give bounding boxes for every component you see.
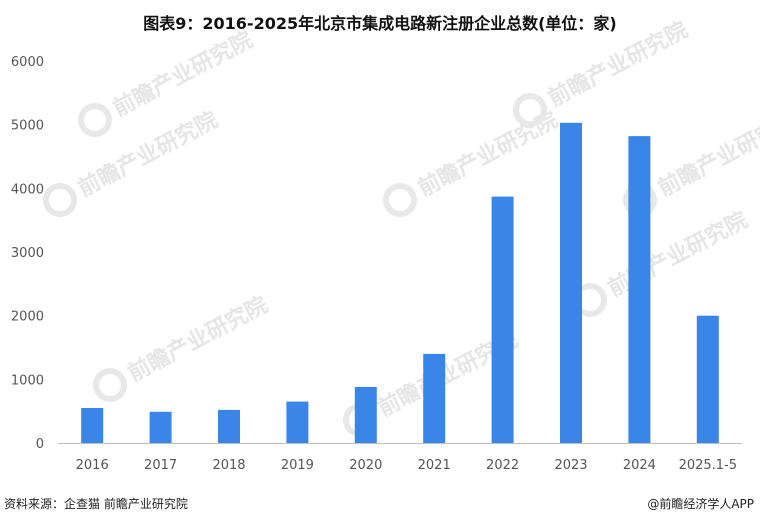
source-note: 资料来源：企查猫 前瞻产业研究院 (4, 497, 188, 511)
bar-2017 (149, 411, 172, 443)
y-tick-label: 1000 (11, 373, 44, 388)
x-axis: 2016 2017 2018 2019 2020 2021 2022 2023 2024 2025… (58, 443, 742, 473)
svg-text:前瞻产业研究院: 前瞻产业研究院 (109, 27, 257, 122)
x-tick-label: 2020 (349, 458, 382, 473)
y-tick-label: 2000 (11, 310, 44, 325)
x-tick-label: 2021 (418, 458, 451, 473)
bars (81, 122, 719, 444)
x-tick-label: 2019 (281, 458, 314, 473)
bar-2022 (491, 196, 514, 443)
bar-2020 (354, 387, 377, 443)
y-tick-label: 5000 (11, 119, 44, 134)
x-tick-label: 2017 (144, 458, 177, 473)
y-tick-label: 3000 (11, 246, 44, 261)
watermark: 前瞻产业研究院 (93, 292, 272, 402)
svg-text:前瞻产业研究院: 前瞻产业研究院 (604, 207, 752, 302)
watermark: 前瞻产业研究院 (513, 17, 692, 127)
bar-2024 (628, 136, 651, 443)
x-tick-label: 2025.1-5 (679, 458, 737, 473)
y-tick-label: 4000 (11, 182, 44, 197)
watermark-layer: 前瞻产业研究院 前瞻产业研究院前瞻产业研究院前瞻产业研究院前瞻产业研究院前瞻产业研… (43, 17, 760, 437)
x-tick-label: 2022 (486, 458, 519, 473)
watermark: 前瞻产业研究院 (43, 107, 222, 217)
bar-2025.1-5 (696, 315, 719, 443)
x-tick-label: 2016 (76, 458, 109, 473)
bar-2016 (81, 408, 104, 443)
bar-chart: 前瞻产业研究院 前瞻产业研究院前瞻产业研究院前瞻产业研究院前瞻产业研究院前瞻产业研… (11, 17, 760, 473)
y-tick-label: 0 (36, 437, 44, 452)
y-tick-label: 6000 (11, 55, 44, 70)
x-tick-label: 2024 (623, 458, 656, 473)
svg-text:前瞻产业研究院: 前瞻产业研究院 (544, 17, 692, 112)
chart-title: 图表9：2016-2025年北京市集成电路新注册企业总数(单位：家) (143, 14, 617, 33)
bar-2018 (218, 409, 240, 443)
svg-text:前瞻产业研究院: 前瞻产业研究院 (654, 107, 760, 202)
bar-2019 (286, 401, 309, 443)
svg-text:前瞻产业研究院: 前瞻产业研究院 (124, 292, 272, 387)
brand-label: @前瞻经济学人APP (647, 497, 754, 511)
x-tick-label: 2023 (554, 458, 587, 473)
svg-text:前瞻产业研究院: 前瞻产业研究院 (74, 107, 222, 202)
watermark: 前瞻产业研究院 (573, 207, 752, 317)
bar-2023 (560, 122, 582, 444)
x-tick-label: 2018 (212, 458, 245, 473)
y-axis: 0 1000 2000 3000 4000 5000 6000 (11, 55, 44, 452)
watermark: 前瞻产业研究院 (78, 27, 257, 137)
bar-2021 (423, 353, 446, 443)
